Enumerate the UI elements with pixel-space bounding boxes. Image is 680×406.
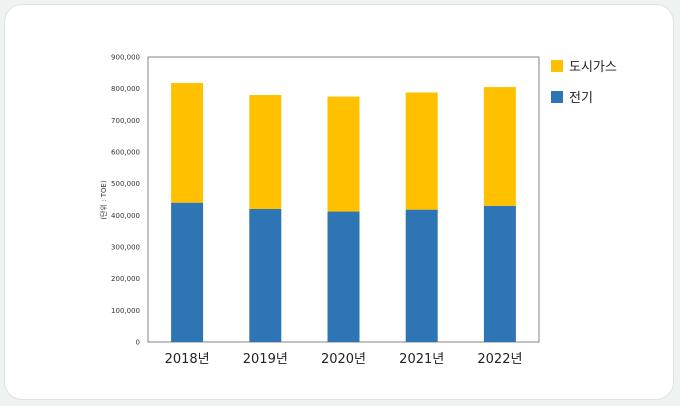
x-tick-label: 2019년: [243, 352, 288, 367]
y-tick-label: 800,000: [111, 85, 140, 93]
legend-electric-label: 전기: [569, 91, 593, 106]
bar-gas-1: [249, 95, 282, 209]
bar-electric-1: [249, 209, 282, 342]
bar-electric-0: [171, 202, 204, 342]
bar-gas-3: [405, 92, 438, 210]
y-tick-label: 600,000: [111, 149, 140, 157]
bar-electric-4: [483, 205, 516, 342]
bar-gas-2: [327, 96, 360, 212]
y-tick-label: 300,000: [111, 244, 140, 252]
bar-gas-0: [171, 82, 204, 203]
y-tick-label: 900,000: [111, 54, 140, 62]
x-tick-label: 2020년: [321, 352, 366, 367]
legend-electric-swatch: [551, 91, 563, 103]
y-tick-label: 200,000: [111, 275, 140, 283]
x-tick-label: 2021년: [399, 352, 444, 367]
legend-gas-swatch: [551, 60, 563, 72]
y-tick-label: 0: [136, 339, 140, 347]
x-tick-label: 2018년: [165, 352, 210, 367]
y-tick-label: 500,000: [111, 180, 140, 188]
bar-gas-4: [483, 87, 516, 206]
x-tick-label: 2022년: [477, 352, 522, 367]
y-tick-label: 400,000: [111, 212, 140, 220]
bar-electric-3: [405, 209, 438, 342]
legend-gas-label: 도시가스: [569, 60, 617, 75]
y-tick-label: 700,000: [111, 117, 140, 125]
y-tick-label: 100,000: [111, 307, 140, 315]
bar-electric-2: [327, 211, 360, 342]
y-axis-label: (단위 : TOE): [99, 180, 108, 220]
